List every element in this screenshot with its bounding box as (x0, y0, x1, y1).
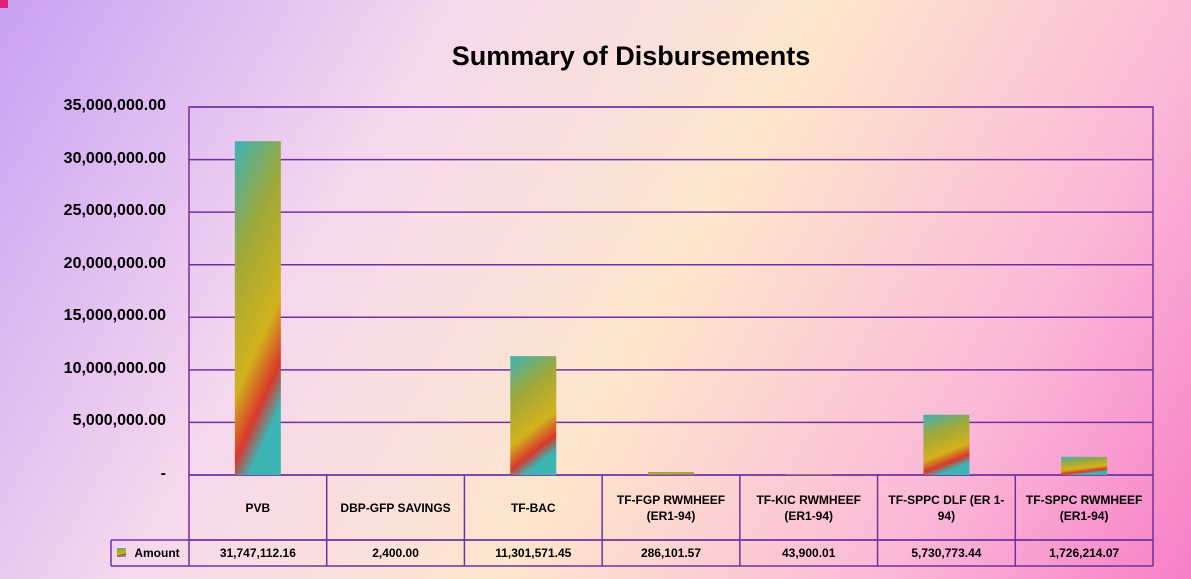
legend-label: Amount (125, 540, 189, 566)
data-label: 43,900.01 (740, 540, 878, 566)
x-tick-label: DBP-GFP SAVINGS (327, 475, 465, 540)
x-tick-label: TF-BAC (464, 475, 602, 540)
data-label: 11,301,571.45 (464, 540, 602, 566)
bar (923, 415, 969, 475)
bar (1061, 457, 1107, 475)
bar (235, 141, 281, 475)
corner (0, 0, 8, 8)
y-tick-label: - (0, 465, 166, 483)
data-label: 2,400.00 (327, 540, 465, 566)
y-tick-label: 10,000,000.00 (0, 360, 166, 378)
y-tick-label: 30,000,000.00 (0, 150, 166, 168)
x-tick-label: TF-KIC RWMHEEF (ER1-94) (740, 475, 878, 540)
x-tick-label: TF-FGP RWMHEEF (ER1-94) (602, 475, 740, 540)
chart-title: Summary of Disbursements (452, 41, 811, 71)
chart: Summary of Disbursements - 5,000,000.00 10… (0, 0, 1191, 579)
y-tick-label: 5,000,000.00 (0, 412, 166, 430)
bar (510, 356, 556, 475)
y-tick-label: 20,000,000.00 (0, 255, 166, 273)
y-tick-label: 35,000,000.00 (0, 97, 166, 115)
data-label: 1,726,214.07 (1015, 540, 1153, 566)
data-label: 5,730,773.44 (878, 540, 1016, 566)
y-tick-label: 25,000,000.00 (0, 202, 166, 220)
plot-area (189, 107, 1153, 475)
data-label: 31,747,112.16 (189, 540, 327, 566)
x-tick-label: PVB (189, 475, 327, 540)
y-tick-label: 15,000,000.00 (0, 307, 166, 325)
data-label: 286,101.57 (602, 540, 740, 566)
x-tick-label: TF-SPPC RWMHEEF (ER1-94) (1015, 475, 1153, 540)
x-tick-label: TF-SPPC DLF (ER 1-94) (878, 475, 1016, 540)
